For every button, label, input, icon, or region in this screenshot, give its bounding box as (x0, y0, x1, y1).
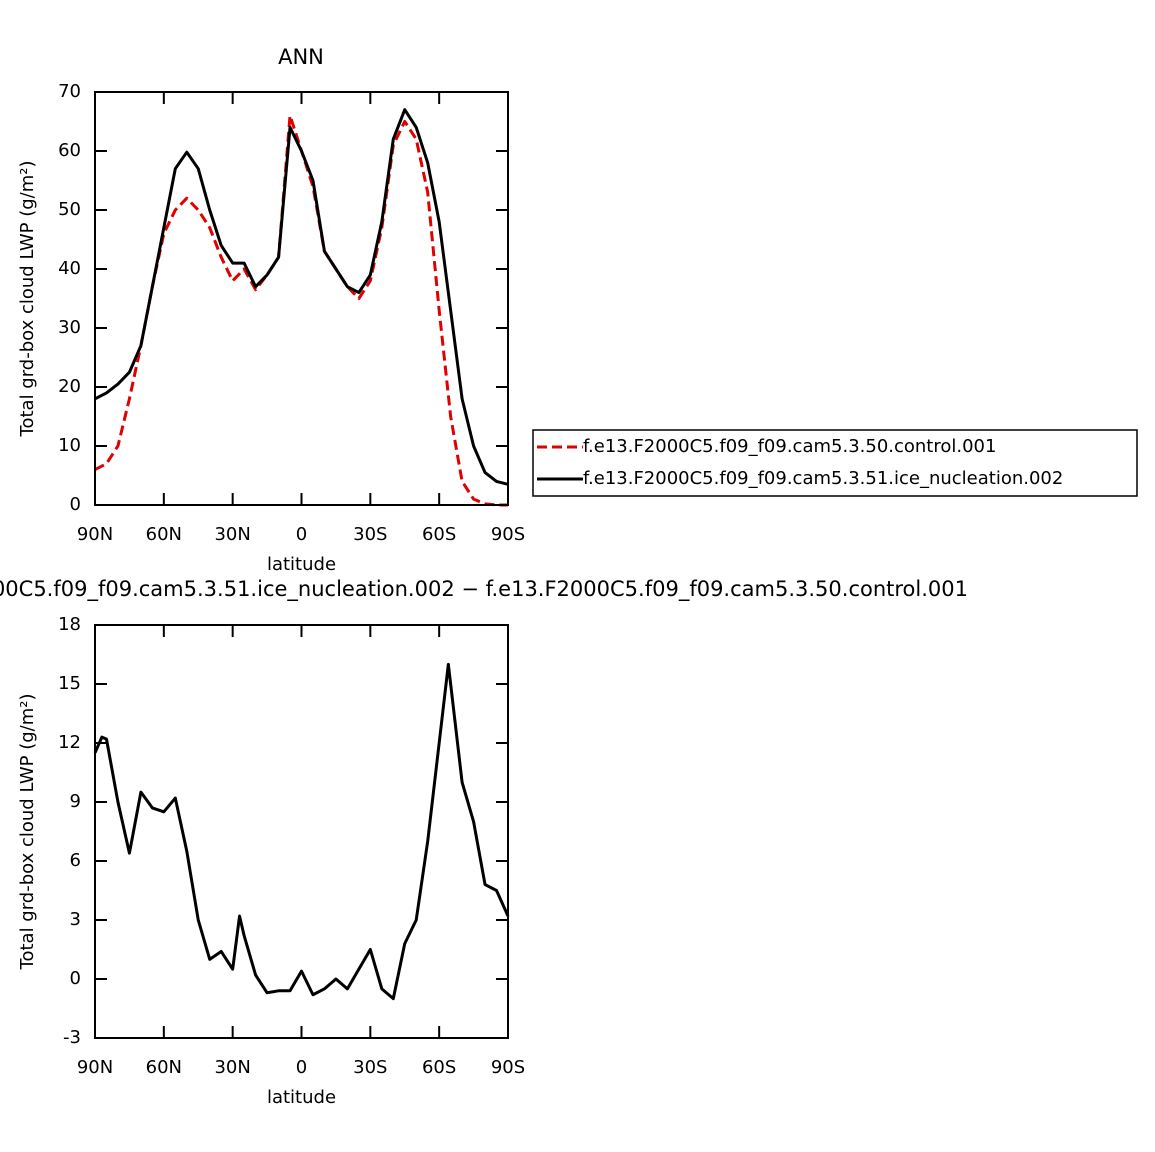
y-axis-label: Total grd-box cloud LWP (g/m²) (17, 694, 38, 971)
x-tick-label: 30S (353, 1057, 387, 1078)
y-tick-label: 30 (58, 317, 81, 338)
y-tick-label: 0 (70, 968, 81, 989)
x-tick-label: 90N (77, 524, 113, 545)
legend-label: f.e13.F2000C5.f09_f09.cam5.3.51.ice_nucl… (583, 468, 1063, 489)
x-tick-label: 30N (214, 1057, 250, 1078)
x-tick-label: 30N (214, 524, 250, 545)
x-tick-label: 0 (296, 524, 307, 545)
x-tick-label: 60N (146, 1057, 182, 1078)
y-tick-label: 40 (58, 258, 81, 279)
y-tick-label: 70 (58, 81, 81, 102)
chart-title: f.e13.F2000C5.f09_f09.cam5.3.51.ice_nucl… (0, 577, 968, 602)
x-tick-label: 90S (491, 524, 525, 545)
x-tick-label: 90S (491, 1057, 525, 1078)
y-tick-label: 15 (58, 673, 81, 694)
y-tick-label: 10 (58, 435, 81, 456)
y-tick-label: 12 (58, 732, 81, 753)
y-tick-label: 3 (70, 909, 81, 930)
y-tick-label: 60 (58, 140, 81, 161)
chart-title: ANN (278, 45, 324, 69)
y-axis-label: Total grd-box cloud LWP (g/m²) (17, 161, 38, 438)
x-tick-label: 30S (353, 524, 387, 545)
line-series (93, 662, 510, 1001)
line-series (94, 108, 509, 486)
y-tick-label: 18 (58, 614, 81, 635)
x-tick-label: 60S (422, 524, 456, 545)
x-tick-label: 60N (146, 524, 182, 545)
x-axis-label: latitude (267, 1087, 336, 1108)
y-tick-label: 9 (70, 791, 81, 812)
y-tick-label: 20 (58, 376, 81, 397)
line-series (94, 114, 508, 507)
y-tick-label: 0 (70, 494, 81, 515)
plot-frame (94, 91, 509, 506)
y-tick-label: 50 (58, 199, 81, 220)
x-tick-label: 0 (296, 1057, 307, 1078)
x-axis-label: latitude (267, 554, 336, 575)
x-tick-label: 90N (77, 1057, 113, 1078)
x-tick-label: 60S (422, 1057, 456, 1078)
y-tick-label: 6 (70, 850, 81, 871)
legend-label: f.e13.F2000C5.f09_f09.cam5.3.50.control.… (583, 436, 996, 457)
y-tick-label: -3 (63, 1027, 81, 1048)
legend-box (532, 429, 1138, 497)
plot-frame (94, 624, 509, 1039)
